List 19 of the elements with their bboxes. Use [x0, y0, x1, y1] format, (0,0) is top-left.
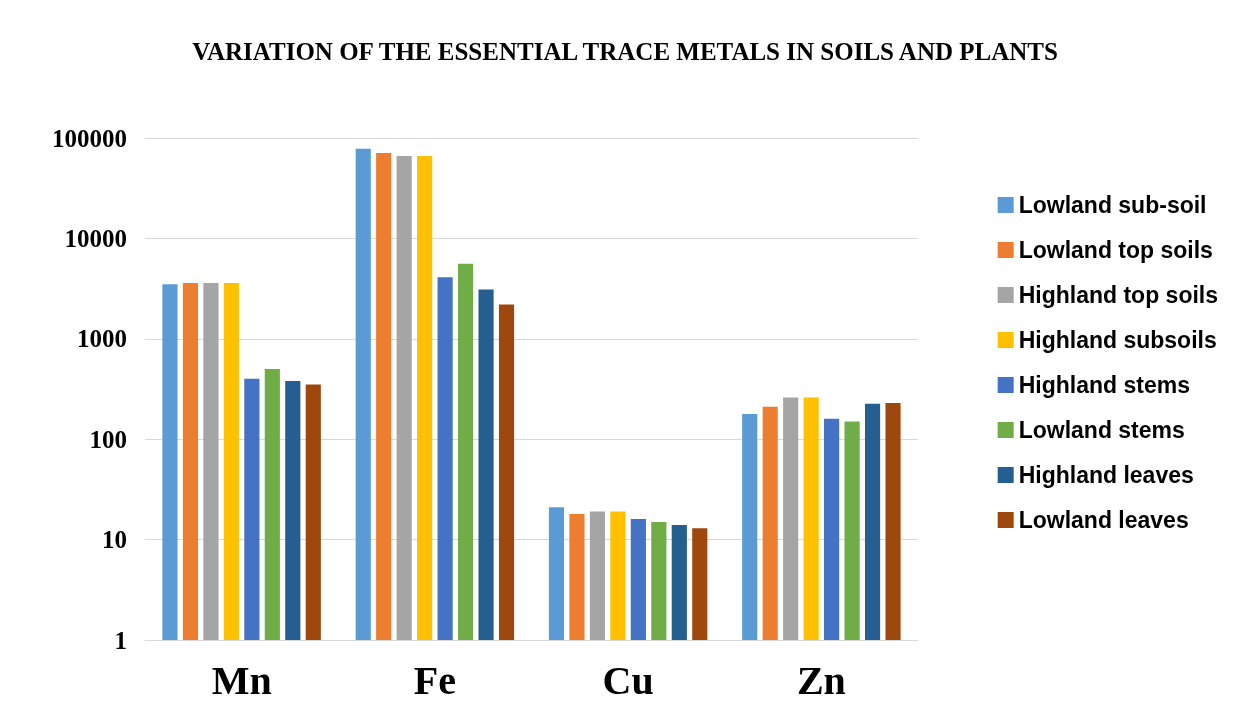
y-tick-label: 1000: [77, 325, 127, 353]
y-tick-label: 10000: [64, 224, 127, 252]
x-tick-label: Cu: [602, 657, 654, 703]
x-tick-label: Zn: [796, 657, 846, 703]
y-tick-label: 10: [102, 526, 127, 554]
y-tick-label: 1: [114, 626, 127, 654]
legend-label: Highland leaves: [1018, 462, 1194, 488]
chart-title: VARIATION OF THE ESSENTIAL TRACE METALS IN SOILS AND PLANTS: [192, 37, 1058, 65]
legend-label: Lowland stems: [1018, 417, 1185, 443]
x-tick-label: Fe: [413, 657, 456, 703]
y-tick-label: 100: [89, 425, 127, 453]
legend-label: Highland top soils: [1018, 282, 1219, 308]
legend-label: Lowland top soils: [1018, 237, 1213, 263]
y-tick-label: 100000: [52, 124, 127, 152]
legend-label: Highland stems: [1018, 372, 1190, 398]
legend-label: Lowland sub-soil: [1018, 192, 1207, 218]
legend-label: Highland subsoils: [1018, 327, 1217, 353]
legend-label: Lowland leaves: [1018, 507, 1189, 533]
x-tick-label: Mn: [211, 657, 272, 703]
